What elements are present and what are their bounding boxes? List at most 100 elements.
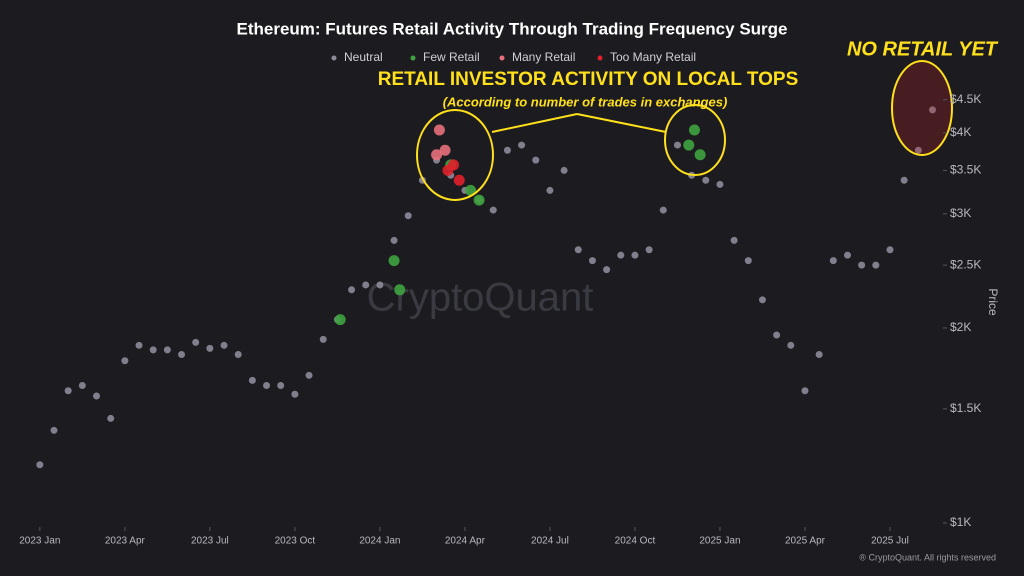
legend-marker [410, 55, 416, 61]
point [376, 281, 384, 289]
point [439, 144, 451, 156]
y-tick-label: $3K [950, 206, 971, 220]
point [588, 257, 596, 265]
highlight-ellipse [664, 104, 726, 176]
point [404, 212, 412, 220]
watermark: CryptoQuant [367, 276, 594, 320]
point [50, 426, 58, 434]
point [305, 371, 313, 379]
legend-label: Neutral [344, 50, 383, 64]
y-axis-label: Price [986, 288, 1000, 316]
point [886, 246, 894, 254]
point [673, 141, 681, 149]
annotation: (According to number of trades in exchan… [443, 94, 728, 109]
y-tick-label: $1K [950, 515, 971, 529]
x-tick-label: 2025 Apr [785, 536, 826, 547]
point [914, 146, 922, 154]
point [546, 186, 554, 194]
x-tick-label: 2024 Jan [359, 536, 400, 547]
point [683, 139, 695, 151]
point [730, 236, 738, 244]
point [560, 166, 568, 174]
point [858, 261, 866, 269]
point [928, 106, 936, 114]
point [473, 194, 485, 206]
chart-title: Ethereum: Futures Retail Activity Throug… [236, 19, 787, 38]
point [829, 257, 837, 265]
credit: ® CryptoQuant. All rights reserved [859, 552, 996, 562]
point [263, 381, 271, 389]
y-tick-label: $1.5K [950, 401, 981, 415]
point [631, 251, 639, 259]
annotation: RETAIL INVESTOR ACTIVITY ON LOCAL TOPS [378, 69, 799, 90]
point [843, 251, 851, 259]
point [758, 296, 766, 304]
annotation: NO RETAIL YET [847, 38, 999, 60]
point [716, 180, 724, 188]
y-tick-label: $4.5K [950, 92, 981, 106]
point [448, 159, 460, 171]
x-tick-label: 2025 Jan [699, 536, 740, 547]
point [773, 331, 781, 339]
point [362, 281, 370, 289]
point [64, 387, 72, 395]
point [900, 176, 908, 184]
x-tick-label: 2024 Oct [615, 536, 656, 547]
legend-marker [331, 55, 337, 61]
legend-marker [597, 55, 603, 61]
point [348, 286, 356, 294]
point [659, 206, 667, 214]
point [121, 357, 129, 365]
x-tick-label: 2023 Jan [19, 536, 60, 547]
point [453, 174, 465, 186]
legend-label: Many Retail [512, 50, 575, 64]
point [388, 255, 400, 267]
point [744, 257, 752, 265]
point [787, 341, 795, 349]
point [390, 236, 398, 244]
pointer-line [491, 113, 578, 133]
point [394, 284, 406, 296]
x-tick-label: 2024 Apr [445, 536, 486, 547]
point [518, 141, 526, 149]
x-tick-label: 2023 Apr [105, 536, 146, 547]
point [93, 392, 101, 400]
x-tick-label: 2025 Jul [871, 536, 909, 547]
point [532, 156, 540, 164]
x-tick-label: 2023 Oct [275, 536, 316, 547]
point [433, 124, 445, 136]
point [36, 461, 44, 469]
point [872, 261, 880, 269]
point [489, 206, 497, 214]
point [574, 246, 582, 254]
point [503, 146, 511, 154]
point [431, 149, 443, 161]
highlight-ellipse [416, 109, 494, 201]
point [220, 341, 228, 349]
pointer-line [576, 113, 667, 133]
point [78, 381, 86, 389]
point [334, 314, 346, 326]
point [815, 350, 823, 358]
legend-marker [499, 55, 505, 61]
y-tick-label: $2K [950, 320, 971, 334]
x-tick-label: 2024 Jul [531, 536, 569, 547]
plot-area [36, 106, 936, 469]
point [291, 390, 299, 398]
point [603, 266, 611, 274]
point [319, 335, 327, 343]
y-tick-label: $2.5K [950, 257, 981, 271]
point [702, 176, 710, 184]
legend-label: Few Retail [423, 50, 480, 64]
point [135, 341, 143, 349]
x-tick-label: 2023 Jul [191, 536, 229, 547]
point [688, 124, 700, 136]
point [465, 184, 477, 196]
point [248, 376, 256, 384]
point [206, 344, 214, 352]
point [694, 149, 706, 161]
y-tick-label: $3.5K [950, 163, 981, 177]
